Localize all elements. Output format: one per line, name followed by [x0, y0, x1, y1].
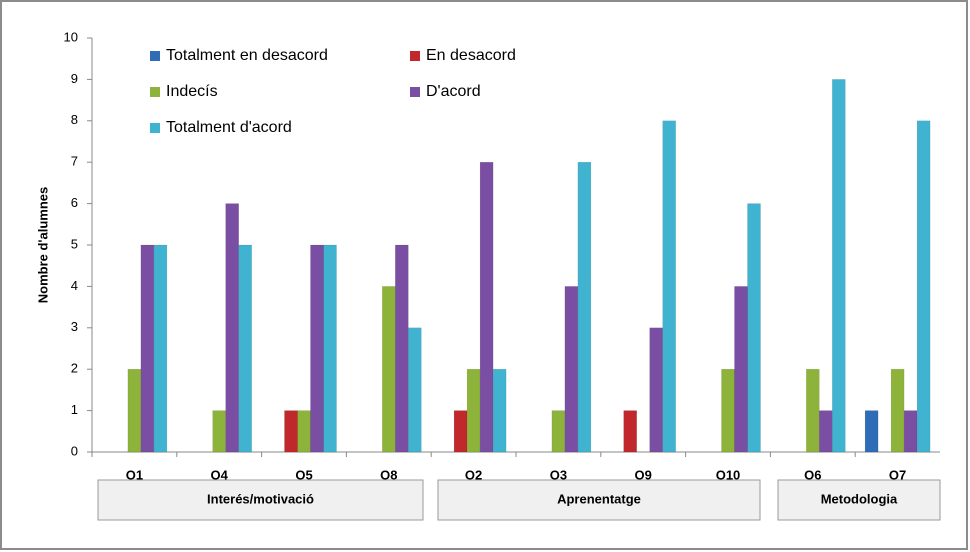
bar [734, 286, 748, 453]
bar [297, 410, 311, 453]
y-axis-label: Nombre d'alumnes [35, 187, 50, 304]
bar [890, 368, 905, 453]
x-tick-label: Q9 [635, 467, 652, 482]
bar [153, 244, 168, 453]
bar [623, 410, 637, 453]
legend-label: Totalment d'acord [166, 119, 292, 136]
legend-label: Indecís [166, 83, 218, 100]
x-tick-label: Q5 [295, 467, 312, 482]
x-tick-label: Q4 [211, 467, 229, 482]
bar [395, 244, 409, 453]
y-tick-label: 7 [71, 154, 78, 169]
x-tick-label: Q3 [550, 467, 567, 482]
legend-swatch [150, 123, 160, 133]
y-tick-label: 9 [71, 71, 78, 86]
x-tick-label: Q1 [126, 467, 143, 482]
bar [564, 286, 579, 453]
bar [310, 244, 324, 453]
bar [747, 203, 761, 453]
bar [577, 161, 592, 453]
legend-swatch [150, 87, 160, 97]
x-tick-label: Q6 [804, 467, 821, 482]
bar [819, 410, 833, 453]
y-tick-label: 1 [71, 402, 78, 417]
bar [382, 286, 396, 453]
y-tick-label: 5 [71, 236, 78, 251]
x-tick-label: Q8 [380, 467, 397, 482]
legend-swatch [150, 51, 160, 61]
legend-label: En desacord [426, 47, 516, 64]
bar [806, 368, 820, 453]
bar [212, 410, 226, 453]
bar [649, 327, 663, 453]
legend-swatch [410, 51, 420, 61]
bar [453, 410, 468, 453]
y-tick-label: 10 [64, 29, 78, 44]
bar [238, 244, 252, 453]
group-label: Aprenentatge [557, 491, 641, 506]
bar [832, 79, 846, 453]
group-box [777, 479, 941, 521]
bar [864, 410, 879, 453]
y-tick-label: 6 [71, 195, 78, 210]
legend-label: D'acord [426, 83, 481, 100]
legend-label: Totalment en desacord [166, 47, 328, 64]
bar [551, 410, 566, 453]
bar [323, 244, 337, 453]
group-box [97, 479, 424, 521]
bar [492, 368, 507, 453]
y-tick-label: 0 [71, 443, 78, 458]
bar [466, 368, 481, 453]
bar [127, 368, 142, 453]
y-tick-label: 4 [71, 278, 78, 293]
x-tick-label: Q7 [889, 467, 906, 482]
x-tick-label: Q10 [716, 467, 741, 482]
bar [903, 410, 918, 453]
group-box [437, 479, 761, 521]
bar [479, 161, 494, 453]
bar [662, 120, 676, 453]
x-tick-label: Q2 [465, 467, 482, 482]
y-tick-label: 3 [71, 319, 78, 334]
y-tick-label: 2 [71, 361, 78, 376]
legend-swatch [410, 87, 420, 97]
group-label: Metodologia [821, 491, 898, 506]
bar [225, 203, 239, 453]
bar [916, 120, 931, 453]
y-tick-label: 8 [71, 112, 78, 127]
bar [140, 244, 155, 453]
bar [408, 327, 422, 453]
group-label: Interés/motivació [207, 491, 314, 506]
bar [721, 368, 735, 453]
bar [284, 410, 298, 453]
